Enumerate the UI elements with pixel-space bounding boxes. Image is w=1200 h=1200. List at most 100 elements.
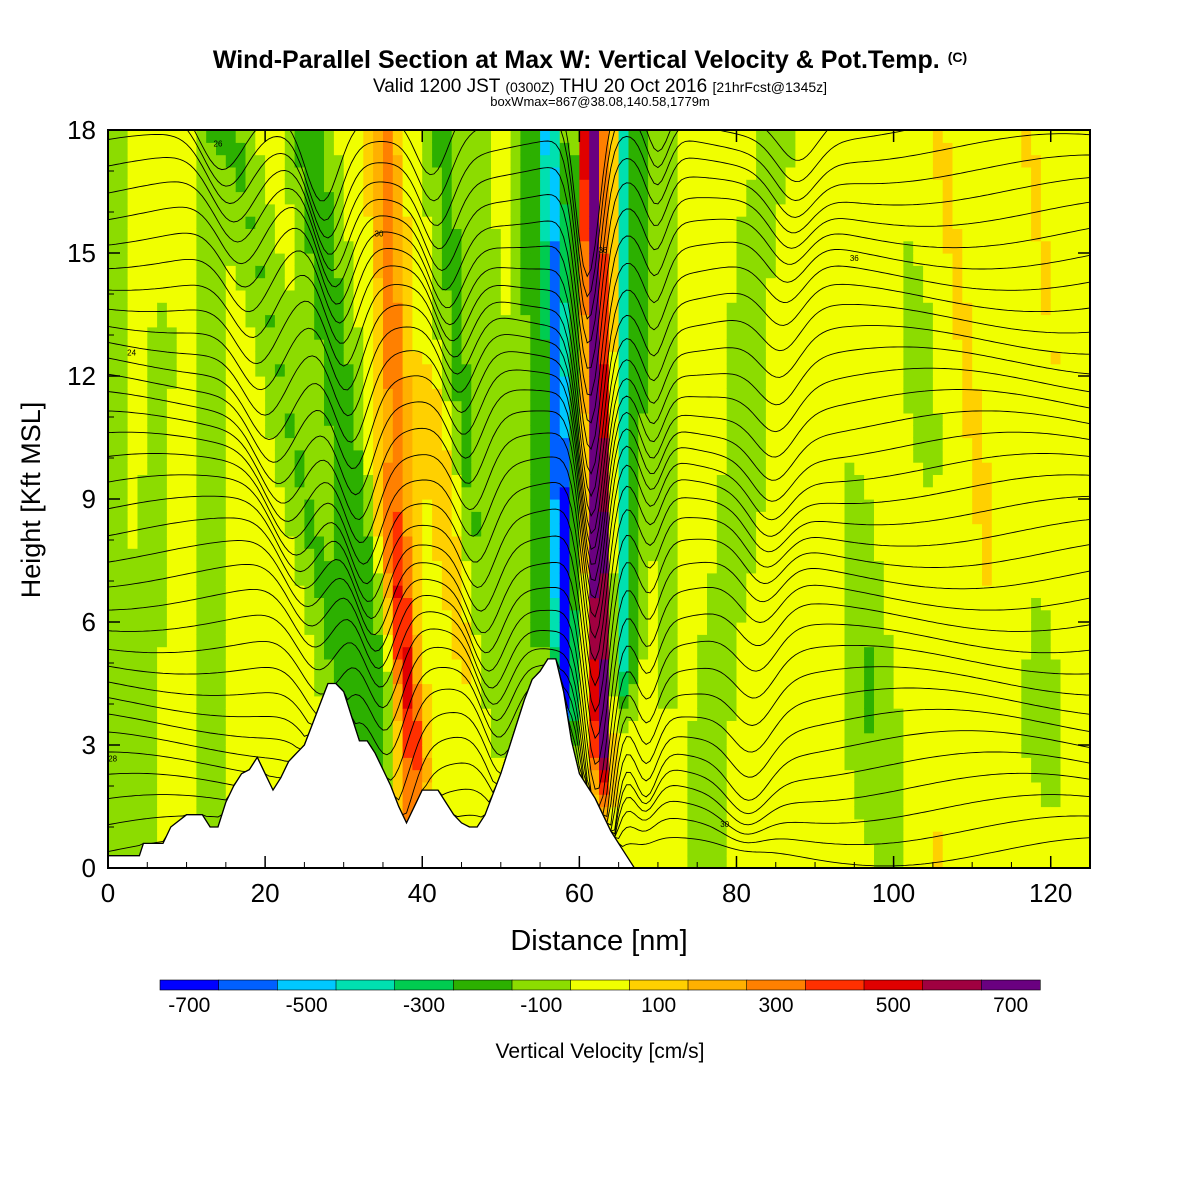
velocity-cell <box>667 843 679 857</box>
velocity-cell <box>520 388 531 402</box>
velocity-cell <box>196 794 207 808</box>
velocity-cell <box>363 683 374 697</box>
velocity-cell <box>441 523 453 537</box>
velocity-cell <box>765 535 777 549</box>
velocity-cell <box>765 191 777 205</box>
velocity-cell <box>137 339 148 352</box>
velocity-cell <box>127 757 138 771</box>
velocity-cell <box>913 535 924 549</box>
velocity-cell <box>176 634 188 648</box>
velocity-cell <box>726 376 738 389</box>
velocity-cell <box>913 228 924 242</box>
velocity-cell <box>225 732 237 746</box>
velocity-cell <box>137 437 148 451</box>
velocity-cell <box>137 240 148 254</box>
velocity-cell <box>559 363 571 377</box>
velocity-cell <box>284 240 296 254</box>
velocity-cell <box>343 130 355 143</box>
velocity-cell <box>510 572 521 586</box>
velocity-cell <box>225 351 237 365</box>
velocity-cell <box>314 658 325 672</box>
velocity-cell <box>648 363 659 377</box>
velocity-cell <box>383 179 394 193</box>
velocity-cell <box>363 388 374 402</box>
velocity-cell <box>314 179 325 193</box>
velocity-cell <box>618 806 629 820</box>
velocity-cell <box>481 474 492 488</box>
velocity-cell <box>422 154 433 168</box>
velocity-cell <box>618 794 629 808</box>
velocity-cell <box>657 142 669 156</box>
velocity-cell <box>559 658 571 672</box>
velocity-cell <box>903 363 914 377</box>
velocity-cell <box>108 216 119 229</box>
velocity-cell <box>893 376 904 389</box>
velocity-cell <box>333 326 345 340</box>
velocity-cell <box>255 166 266 180</box>
velocity-cell <box>284 720 296 734</box>
velocity-cell <box>225 314 237 328</box>
velocity-cell <box>412 289 423 303</box>
velocity-cell <box>540 499 551 512</box>
velocity-cell <box>510 511 521 525</box>
velocity-cell <box>117 130 129 143</box>
velocity-cell <box>608 166 620 180</box>
velocity-cell <box>235 142 247 156</box>
velocity-cell <box>815 289 826 303</box>
velocity-cell <box>746 831 757 844</box>
velocity-cell <box>451 339 463 352</box>
velocity-cell <box>255 154 266 168</box>
velocity-cell <box>628 585 639 598</box>
velocity-cell <box>304 560 315 574</box>
velocity-cell <box>569 486 580 500</box>
velocity-cell <box>589 622 600 635</box>
velocity-cell <box>618 548 629 562</box>
velocity-cell <box>274 486 286 500</box>
velocity-cell <box>893 646 904 660</box>
velocity-cell <box>844 499 855 512</box>
velocity-cell <box>520 289 531 303</box>
velocity-cell <box>657 622 669 635</box>
velocity-cell <box>648 683 659 697</box>
velocity-cell <box>451 511 463 525</box>
velocity-cell <box>864 277 875 291</box>
velocity-cell <box>265 732 276 746</box>
velocity-cell <box>638 142 649 156</box>
velocity-cell <box>108 154 119 168</box>
velocity-cell <box>147 769 158 783</box>
velocity-cell <box>775 695 787 709</box>
velocity-cell <box>186 166 197 180</box>
velocity-cell <box>127 585 138 598</box>
velocity-cell <box>864 400 875 414</box>
velocity-cell <box>441 622 453 635</box>
velocity-cell <box>648 745 659 758</box>
velocity-cell <box>481 400 492 414</box>
velocity-cell <box>657 695 669 709</box>
velocity-cell <box>549 289 561 303</box>
velocity-cell <box>255 462 266 475</box>
velocity-cell <box>913 154 924 168</box>
velocity-cell <box>471 634 482 648</box>
velocity-cell <box>765 720 777 734</box>
velocity-cell <box>274 449 286 463</box>
velocity-cell <box>864 339 875 352</box>
velocity-cell <box>255 314 266 328</box>
velocity-cell <box>363 437 374 451</box>
velocity-cell <box>343 228 355 242</box>
subtitle-utc: (0300Z) <box>505 79 554 95</box>
velocity-cell <box>461 339 472 352</box>
velocity-cell <box>815 277 826 291</box>
velocity-cell <box>432 191 443 205</box>
velocity-cell <box>677 179 688 193</box>
velocity-cell <box>186 179 197 193</box>
velocity-cell <box>353 609 364 623</box>
velocity-cell <box>108 597 119 611</box>
velocity-cell <box>530 154 541 168</box>
velocity-cell <box>785 351 796 365</box>
velocity-cell <box>206 671 217 685</box>
velocity-cell <box>500 499 512 512</box>
velocity-cell <box>864 597 875 611</box>
velocity-cell <box>314 560 325 574</box>
velocity-cell <box>235 228 247 242</box>
velocity-cell <box>412 462 423 475</box>
